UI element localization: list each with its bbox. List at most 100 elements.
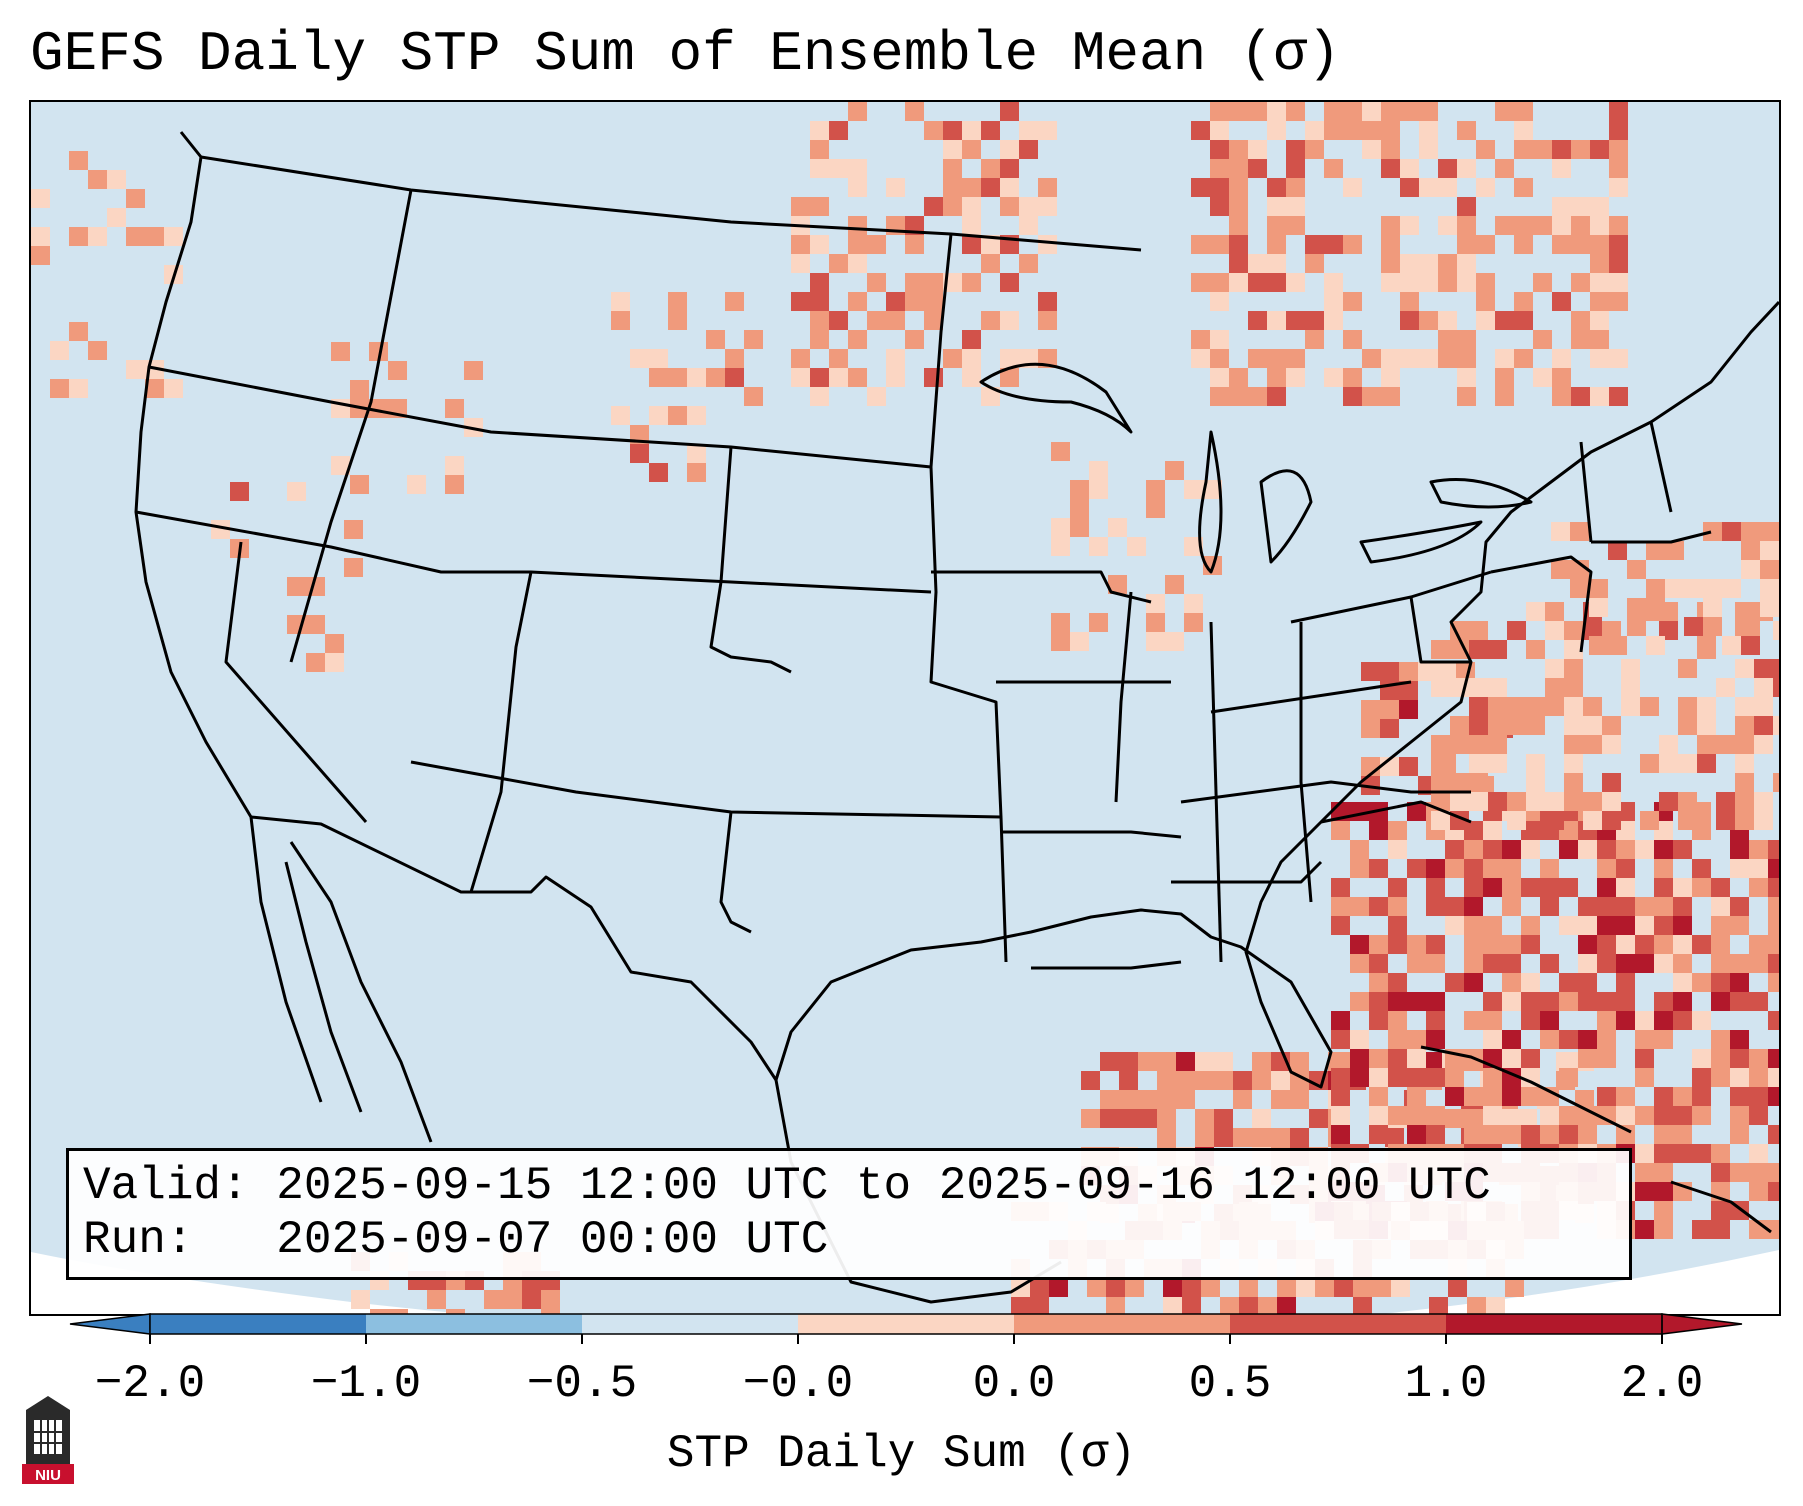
anomaly-cell — [1127, 537, 1146, 556]
anomaly-cell — [1369, 1049, 1388, 1068]
anomaly-cell — [1000, 349, 1019, 368]
anomaly-cell — [1419, 254, 1438, 273]
anomaly-cell — [1502, 859, 1521, 878]
anomaly-cell — [1673, 973, 1692, 992]
anomaly-cell — [1735, 602, 1754, 621]
anomaly-cell — [1711, 1068, 1730, 1087]
anomaly-cell — [1711, 1144, 1730, 1163]
anomaly-cell — [1597, 878, 1616, 897]
anomaly-cell — [107, 208, 126, 227]
anomaly-cell — [1654, 897, 1673, 916]
anomaly-cell — [1369, 1011, 1388, 1030]
anomaly-cell — [1380, 719, 1399, 738]
anomaly-cell — [981, 311, 1000, 330]
anomaly-cell — [725, 292, 744, 311]
anomaly-cell — [1526, 792, 1545, 811]
anomaly-cell — [1407, 1087, 1426, 1106]
anomaly-cell — [1507, 697, 1526, 716]
anomaly-cell — [1469, 716, 1488, 735]
anomaly-cell — [1457, 387, 1476, 406]
anomaly-cell — [1038, 311, 1057, 330]
anomaly-cell — [1488, 735, 1507, 754]
anomaly-cell — [1464, 878, 1483, 897]
anomaly-cell — [1730, 859, 1749, 878]
anomaly-cell — [1286, 311, 1305, 330]
anomaly-cell — [1089, 461, 1108, 480]
anomaly-cell — [1350, 840, 1369, 859]
anomaly-cell — [1678, 792, 1697, 811]
anomaly-cell — [810, 159, 829, 178]
anomaly-cell — [446, 1309, 465, 1314]
anomaly-cell — [1552, 159, 1571, 178]
anomaly-cell — [1502, 878, 1521, 897]
anomaly-cell — [1229, 254, 1248, 273]
anomaly-cell — [1324, 368, 1343, 387]
anomaly-cell — [1521, 840, 1540, 859]
anomaly-cell — [1309, 1109, 1328, 1128]
anomaly-cell — [1210, 273, 1229, 292]
anomaly-cell — [1445, 973, 1464, 992]
anomaly-cell — [848, 216, 867, 235]
anomaly-cell — [1331, 1011, 1350, 1030]
anomaly-cell — [1400, 159, 1419, 178]
anomaly-cell — [1369, 859, 1388, 878]
anomaly-cell — [1400, 349, 1419, 368]
anomaly-cell — [1514, 311, 1533, 330]
anomaly-cell — [1286, 368, 1305, 387]
anomaly-cell — [725, 368, 744, 387]
anomaly-cell — [1616, 840, 1635, 859]
anomaly-cell — [791, 254, 810, 273]
anomaly-cell — [1616, 973, 1635, 992]
anomaly-cell — [1464, 1011, 1483, 1030]
anomaly-cell — [1290, 1071, 1309, 1090]
anomaly-cell — [1488, 716, 1507, 735]
anomaly-cell — [1305, 330, 1324, 349]
anomaly-cell — [389, 1309, 408, 1314]
anomaly-cell — [1038, 235, 1057, 254]
anomaly-cell — [1267, 197, 1286, 216]
anomaly-cell — [1399, 700, 1418, 719]
anomaly-cell — [829, 368, 848, 387]
anomaly-cell — [1407, 1125, 1426, 1144]
anomaly-cell — [1545, 602, 1564, 621]
anomaly-cell — [1381, 159, 1400, 178]
anomaly-cell — [1248, 140, 1267, 159]
anomaly-cell — [1589, 636, 1608, 655]
anomaly-cell — [1184, 537, 1203, 556]
anomaly-cell — [1616, 878, 1635, 897]
anomaly-cell — [1673, 1144, 1692, 1163]
anomaly-cell — [1051, 442, 1070, 461]
anomaly-cell — [1760, 598, 1779, 617]
anomaly-cell — [1431, 773, 1450, 792]
anomaly-cell — [1571, 235, 1590, 254]
anomaly-cell — [1760, 560, 1779, 579]
anomaly-cell — [1100, 1090, 1119, 1109]
anomaly-cell — [1248, 311, 1267, 330]
anomaly-cell — [1540, 1011, 1559, 1030]
anomaly-cell — [1590, 349, 1609, 368]
anomaly-cell — [1502, 1087, 1521, 1106]
anomaly-cell — [1106, 1278, 1125, 1297]
anomaly-cell — [1768, 840, 1779, 859]
colorbar-tick-label: −1.0 — [311, 1358, 421, 1410]
anomaly-cell — [1716, 678, 1735, 697]
anomaly-cell — [1545, 621, 1564, 640]
anomaly-cell — [1597, 1030, 1616, 1049]
anomaly-cell — [1735, 773, 1754, 792]
anomaly-cell — [810, 292, 829, 311]
anomaly-cell — [1476, 235, 1495, 254]
anomaly-cell — [791, 368, 810, 387]
anomaly-cell — [1716, 792, 1735, 811]
anomaly-cell — [464, 361, 483, 380]
anomaly-cell — [1457, 197, 1476, 216]
anomaly-cell — [1616, 916, 1635, 935]
colorbar-segment — [1446, 1314, 1662, 1334]
anomaly-cell — [1214, 1128, 1233, 1147]
anomaly-cell — [1514, 216, 1533, 235]
anomaly-cell — [1157, 1071, 1176, 1090]
anomaly-cell — [1214, 1071, 1233, 1090]
anomaly-cell — [1597, 935, 1616, 954]
anomaly-cell — [1564, 697, 1583, 716]
anomaly-cell — [1369, 1068, 1388, 1087]
colorbar-segments — [69, 1313, 1743, 1335]
